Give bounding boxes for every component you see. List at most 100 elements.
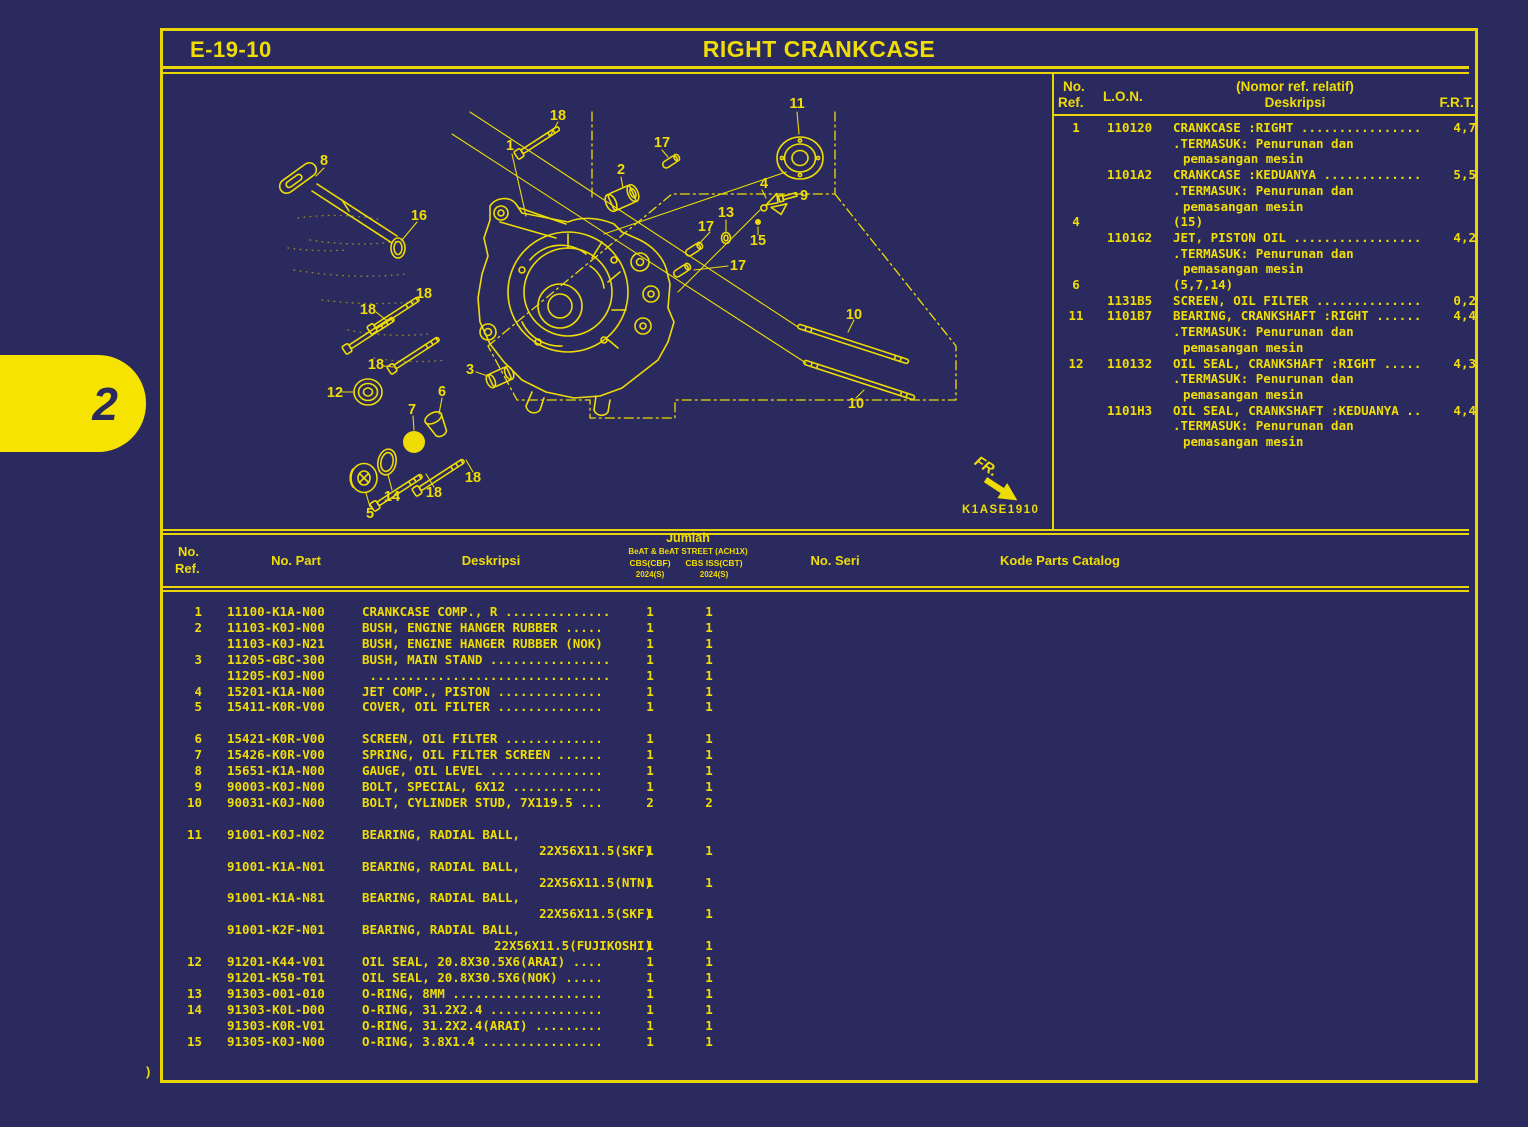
- part-5-oil-filter-cover: [349, 462, 378, 494]
- lon-line: 1131B5 SCREEN, OIL FILTER .............. 0…: [1107, 292, 1476, 308]
- side-tab-number: 2: [92, 378, 118, 430]
- part-13-oring: [720, 231, 732, 245]
- table-header-bottom-line-2: [163, 590, 1469, 592]
- part-8-oil-level-gauge: [278, 161, 398, 244]
- lon-line: pemasangan mesin: [1183, 434, 1304, 449]
- lon-header-frt: F.R.T.: [1439, 95, 1474, 110]
- lon-header-lon: L.O.N.: [1103, 89, 1143, 104]
- col-header-year1: 2024(S): [635, 570, 665, 579]
- lon-line: 6 (5,7,14): [1072, 277, 1234, 292]
- lon-line: .TERMASUK: Penurunan dan: [1173, 324, 1354, 340]
- parts-table-row: 1 11100-K1A-N00 CRANKCASE COMP., R .......…: [194, 604, 713, 619]
- parts-table-row: 91201-K50-T01 OIL SEAL, 20.8X30.5X6(NOK) …: [227, 969, 713, 985]
- section-code: E-19-10: [190, 37, 272, 62]
- exploded-diagram-svg: [278, 111, 1018, 512]
- diagram-callout-12: 12: [326, 385, 344, 401]
- parts-table-row: 3 11205-GBC-300 BUSH, MAIN STAND .........…: [194, 651, 713, 667]
- title-underline: [163, 66, 1469, 69]
- lon-line: pemasangan mesin: [1183, 261, 1304, 277]
- col-header-year2: 2024(S): [699, 570, 729, 579]
- diagram-callout-11: 11: [789, 96, 805, 112]
- lon-header-desc-note: (Nomor ref. relatif): [1236, 79, 1354, 94]
- parts-table-row: 91001-K1A-N01 BEARING, RADIAL BALL,: [227, 858, 521, 874]
- part-12-oil-seal: [353, 378, 383, 406]
- part-18-bolts: [341, 126, 561, 512]
- parts-table-row: 11103-K0J-N21 BUSH, ENGINE HANGER RUBBER …: [227, 635, 713, 651]
- fr-arrow: [983, 477, 1018, 501]
- parts-table-row: 5 15411-K0R-V00 COVER, OIL FILTER ........…: [194, 699, 713, 715]
- diagram-callout-3: 3: [465, 362, 475, 378]
- lon-line: pemasangan mesin: [1183, 151, 1304, 167]
- parts-table-row: 13 91303-001-010 O-RING, 8MM .............…: [186, 985, 713, 1001]
- lon-header-separator: [1054, 114, 1476, 116]
- lon-line: .TERMASUK: Penurunan dan: [1173, 135, 1354, 151]
- diagram-callout-18: 18: [367, 357, 385, 373]
- col-header-desc: Deskripsi: [461, 553, 521, 568]
- parts-table-row: 11 91001-K0J-N02 BEARING, RADIAL BALL,: [186, 826, 521, 842]
- diagram-callout-18: 18: [415, 286, 433, 302]
- side-tab-section-2[interactable]: 2: [0, 355, 146, 452]
- table-top-line-1: [163, 529, 1469, 531]
- parts-table-row: 22X56X11.5(SKF) 1 1: [539, 842, 713, 858]
- lon-line: .TERMASUK: Penurunan dan: [1173, 418, 1354, 434]
- parts-table-row: 12 91201-K44-V01 OIL SEAL, 20.8X30.5X6(ARA…: [186, 954, 713, 969]
- parts-table-row: 9 90003-K0J-N00 BOLT, SPECIAL, 6X12 ......…: [194, 779, 713, 794]
- diagram-callout-18: 18: [549, 108, 567, 124]
- lon-line: .TERMASUK: Penurunan dan: [1173, 371, 1354, 387]
- parts-table-row: 15 91305-K0J-N00 O-RING, 3.8X1.4 .........…: [186, 1033, 713, 1049]
- diagram-callout-14: 14: [383, 489, 401, 505]
- diagram-callout-6: 6: [437, 384, 447, 400]
- lon-header-ref: Ref.: [1058, 95, 1084, 110]
- part-17-dowel-pins: [661, 153, 704, 278]
- diagram-callout-17: 17: [697, 219, 715, 235]
- part-4-piston-oil-jet: [760, 192, 788, 216]
- part-10-studs: [797, 323, 916, 401]
- diagram-callout-8: 8: [319, 153, 329, 169]
- diagram-callout-18: 18: [425, 485, 443, 501]
- part-16-washer: [390, 237, 406, 259]
- diagram-callout-17: 17: [729, 258, 747, 274]
- panel-divider: [1052, 74, 1054, 530]
- part-11-bearing: [776, 136, 824, 180]
- col-header-kode: Kode Parts Catalog: [1000, 553, 1120, 568]
- col-header-qty2: CBS ISS(CBT): [685, 558, 743, 568]
- parts-table-row: 7 15426-K0R-V00 SPRING, OIL FILTER SCREEN …: [194, 747, 713, 763]
- lon-line: 1101A2 CRANKCASE :KEDUANYA ............. 5…: [1107, 167, 1476, 183]
- diagram-callout-18: 18: [359, 302, 377, 318]
- part-14-oring: [376, 448, 398, 476]
- parts-table-row: 4 15201-K1A-N00 JET COMP., PISTON ........…: [194, 683, 713, 699]
- parts-table-row: 8 15651-K1A-N00 GAUGE, OIL LEVEL .........…: [194, 763, 713, 779]
- parts-list: 1 11100-K1A-N00 CRANKCASE COMP., R .......…: [160, 604, 760, 1064]
- corner-mark: ): [146, 1064, 151, 1079]
- diagram-callout-7: 7: [407, 402, 417, 418]
- diagram-callout-13: 13: [717, 205, 735, 221]
- parts-table-row: 91001-K2F-N01 BEARING, RADIAL BALL,: [227, 922, 521, 938]
- parts-table-row: 22X56X11.5(NTN) 1 1: [539, 874, 713, 890]
- diagram-callout-18: 18: [464, 470, 482, 486]
- lon-line: 1 110120 CRANKCASE :RIGHT ................…: [1072, 120, 1476, 135]
- diagram-callout-10: 10: [845, 307, 863, 323]
- col-header-jumlah-sub: BeAT & BeAT STREET (ACH1X): [628, 547, 748, 556]
- diagram-callout-15: 15: [749, 233, 767, 249]
- speckle-texture: [287, 214, 447, 363]
- lon-line: 12 110132 OIL SEAL, CRANKSHAFT :RIGHT ....…: [1068, 355, 1476, 371]
- col-header-qty1: CBS(CBF): [629, 558, 671, 568]
- col-header-part: No. Part: [271, 553, 321, 568]
- part-2-bush: [604, 183, 640, 213]
- col-header-ref: Ref.: [175, 561, 200, 576]
- part-7-spring: [403, 431, 425, 453]
- diagram-callout-1: 1: [505, 138, 515, 154]
- title-underline-2: [163, 72, 1469, 74]
- lon-list: 1 110120 CRANKCASE :RIGHT ................…: [1053, 120, 1479, 532]
- lon-line: 1101H3 OIL SEAL, CRANKSHAFT :KEDUANYA .. 4…: [1107, 402, 1476, 418]
- parts-table-row: 2 11103-K0J-N00 BUSH, ENGINE HANGER RUBBER…: [194, 619, 713, 635]
- lon-line: 4 (15): [1072, 214, 1204, 230]
- leader-lines: [315, 111, 865, 508]
- crankcase-body: [477, 197, 675, 417]
- parts-table-row: 11205-K0J-N00 ..........................…: [227, 667, 713, 683]
- diagram-callout-5: 5: [365, 506, 375, 522]
- lon-line: 11 1101B7 BEARING, CRANKSHAFT :RIGHT .....…: [1068, 308, 1476, 324]
- col-header-jumlah: Jumlah: [666, 531, 710, 545]
- lon-line: pemasangan mesin: [1183, 339, 1304, 355]
- diagram-callout-4: 4: [759, 176, 769, 192]
